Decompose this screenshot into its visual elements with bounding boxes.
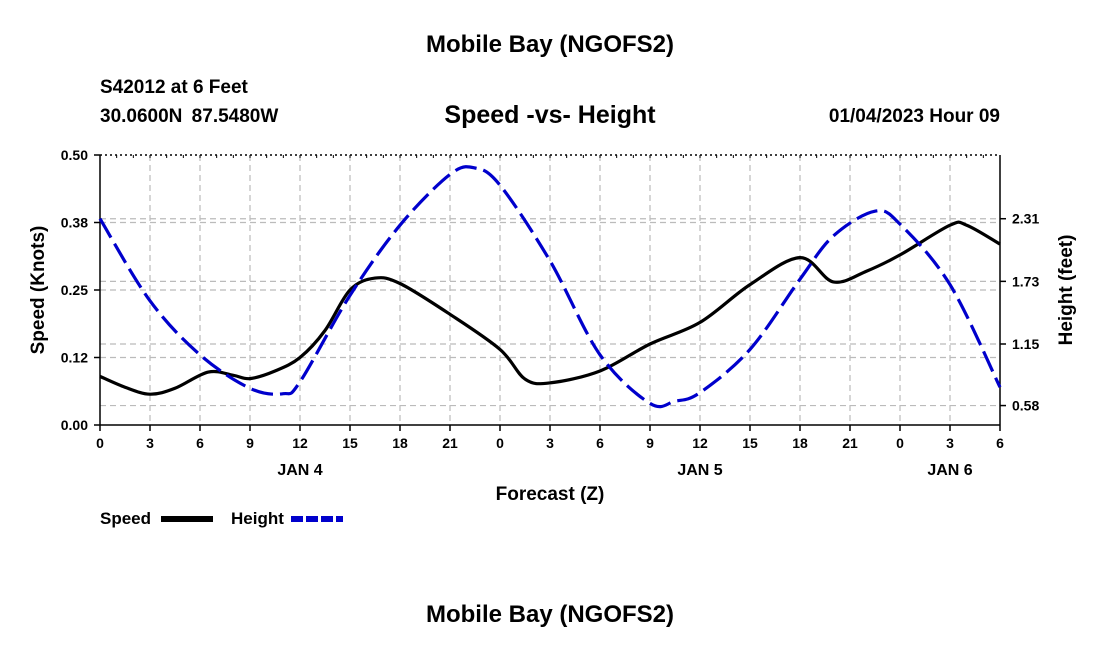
y-right-tick-label: 1.15	[1012, 336, 1039, 352]
series-line-height	[98, 165, 1002, 409]
legend-height-label: Height	[231, 509, 284, 528]
x-tick-label: 9	[646, 435, 654, 451]
x-tick-label: 15	[342, 435, 358, 451]
x-tick-label: 6	[596, 435, 604, 451]
chart-title-repeat: Mobile Bay (NGOFS2)	[425, 601, 675, 628]
day-label: JAN 6	[927, 462, 972, 479]
chart-title: Mobile Bay (NGOFS2)	[425, 31, 675, 58]
y-right-tick-label: 1.73	[1012, 273, 1039, 289]
x-tick-label: 3	[546, 435, 554, 451]
forecast-datetime: 01/04/2023 Hour 09	[828, 106, 1000, 127]
legend-height-swatch	[291, 516, 343, 522]
y-left-tick-label: 0.38	[61, 215, 88, 231]
x-tick-label: 3	[946, 435, 954, 451]
y-right-tick-label: 2.31	[1012, 211, 1039, 227]
station-coordinates: 30.0600N 87.5480W	[100, 106, 279, 127]
y-left-axis-label: Speed (Knots)	[28, 226, 49, 355]
legend-speed-label: Speed	[100, 509, 152, 528]
x-tick-label: 6	[996, 435, 1004, 451]
x-tick-label: 0	[496, 435, 504, 451]
x-tick-label: 21	[842, 435, 858, 451]
station-label: S42012 at 6 Feet	[100, 77, 248, 98]
day-label: JAN 4	[277, 462, 322, 479]
x-tick-label: 12	[692, 435, 708, 451]
chart-subtitle: Speed -vs- Height	[444, 101, 656, 129]
x-tick-label: 18	[392, 435, 408, 451]
legend-speed-swatch	[161, 516, 213, 522]
x-tick-label: 15	[742, 435, 758, 451]
y-right-axis-label: Height (feet)	[1056, 235, 1077, 346]
y-left-tick-label: 0.12	[61, 350, 88, 366]
y-right-tick-label: 0.58	[1012, 398, 1039, 414]
x-tick-label: 3	[146, 435, 154, 451]
y-left-tick-label: 0.25	[61, 282, 88, 298]
y-left-tick-label: 0.00	[61, 417, 88, 433]
x-tick-label: 0	[96, 435, 104, 451]
x-tick-label: 12	[292, 435, 308, 451]
x-axis-label: Forecast (Z)	[496, 484, 605, 505]
x-tick-label: 18	[792, 435, 808, 451]
x-tick-label: 21	[442, 435, 458, 451]
series-line-speed	[99, 220, 1001, 396]
x-tick-label: 6	[196, 435, 204, 451]
y-left-tick-label: 0.50	[61, 147, 88, 163]
day-label: JAN 5	[677, 462, 722, 479]
x-tick-label: 9	[246, 435, 254, 451]
x-tick-label: 0	[896, 435, 904, 451]
